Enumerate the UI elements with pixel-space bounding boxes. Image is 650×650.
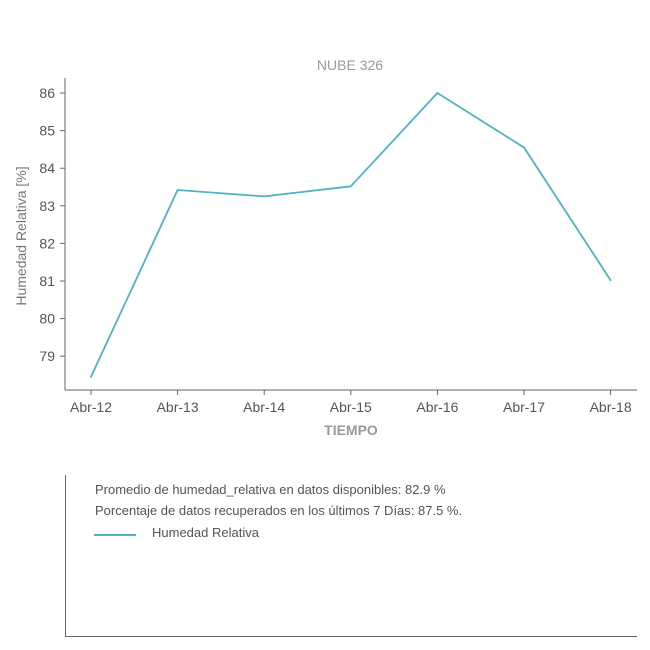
data-point	[90, 375, 92, 378]
info-panel: Promedio de humedad_relativa en datos di…	[65, 475, 637, 637]
y-tick-label: 85	[39, 123, 55, 139]
data-point	[263, 195, 266, 198]
chart-title: NUBE 326	[317, 57, 383, 73]
data-point	[609, 279, 612, 282]
y-ticks: 79 80 81 82 83 84 85 86	[39, 85, 65, 364]
y-tick-label: 82	[39, 235, 55, 251]
x-ticks: Abr-12 Abr-13 Abr-14 Abr-15 Abr-16 Abr-17 Abr-…	[70, 390, 632, 415]
line-chart: NUBE 326 Humedad Relativa [%] TIEMPO 79 8…	[13, 57, 637, 438]
x-tick-label: Abr-13	[157, 399, 199, 415]
y-tick-label: 80	[39, 311, 55, 327]
x-tick-label: Abr-16	[416, 399, 458, 415]
y-tick-label: 86	[39, 85, 55, 101]
y-tick-label: 84	[39, 160, 55, 176]
y-tick-label: 81	[39, 273, 55, 289]
x-tick-label: Abr-12	[70, 399, 112, 415]
legend-swatch	[94, 534, 136, 536]
x-tick-label: Abr-18	[590, 399, 632, 415]
x-tick-label: Abr-14	[243, 399, 285, 415]
x-tick-label: Abr-15	[330, 399, 372, 415]
y-tick-label: 83	[39, 198, 55, 214]
data-point	[176, 189, 179, 191]
y-tick-label: 79	[39, 348, 55, 364]
y-axis-title: Humedad Relativa [%]	[13, 166, 29, 305]
series-line	[90, 92, 612, 378]
average-text: Promedio de humedad_relativa en datos di…	[95, 482, 446, 497]
data-point	[349, 185, 352, 188]
x-axis-title: TIEMPO	[324, 422, 378, 438]
legend-label: Humedad Relativa	[152, 525, 259, 540]
x-tick-label: Abr-17	[503, 399, 545, 415]
series-group	[90, 92, 612, 378]
data-point	[523, 146, 525, 149]
recovery-percentage-text: Porcentaje de datos recuperados en los ú…	[95, 503, 463, 518]
data-point	[436, 92, 439, 94]
